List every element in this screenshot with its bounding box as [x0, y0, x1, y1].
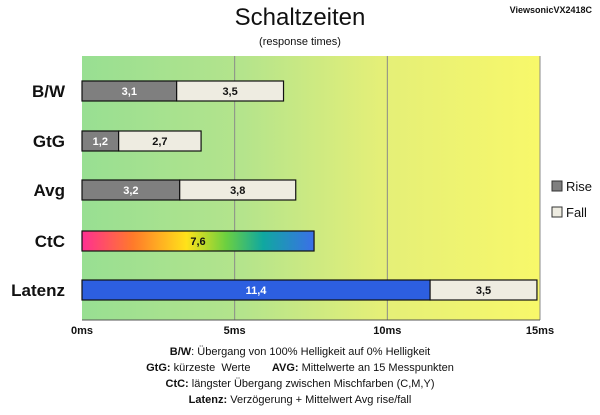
response-time-chart: 3,1 3,5 1,2 2,7 3,2 3,8 7,6 11,4 3,5 B/W GtG Avg Ct… — [11, 56, 592, 337]
bar-segment — [176, 80, 285, 102]
category-label: Avg — [34, 181, 66, 200]
bar-value-label: 1,2 — [93, 136, 108, 148]
x-tick-label: 10ms — [373, 325, 401, 337]
note-term: CtC: — [165, 378, 189, 390]
note-term: AVG: — [271, 362, 299, 374]
legend-label: Rise — [566, 179, 592, 194]
bar-value-label: 7,6 — [190, 236, 205, 248]
x-tick-label: 5ms — [224, 325, 246, 337]
category-label: B/W — [32, 82, 66, 101]
bar-value-label: 3,1 — [122, 86, 137, 98]
note-line: CtC: längster Übergang zwischen Mischfar… — [0, 376, 600, 392]
bar-value-label: 11,4 — [246, 285, 268, 297]
chart-notes: B/W: Übergang von 100% Helligkeit auf 0%… — [0, 344, 600, 408]
note-term: Latenz: — [188, 394, 228, 406]
bar-value-label: 2,7 — [152, 136, 167, 148]
chart-title: Schaltzeiten — [234, 4, 366, 31]
note-text: Verzögerung + Mittelwert Avg rise/fall — [227, 394, 412, 406]
category-label: CtC — [35, 232, 65, 251]
note-text: : Übergang von 100% Helligkeit auf 0% He… — [191, 346, 431, 358]
note-term: B/W — [169, 346, 192, 358]
note-text: längster Übergang zwischen Mischfarben (… — [188, 378, 435, 390]
bar-value-label: 3,5 — [476, 285, 491, 297]
note-line: B/W: Übergang von 100% Helligkeit auf 0%… — [0, 344, 600, 360]
note-line: Latenz: Verzögerung + Mittelwert Avg ris… — [0, 392, 600, 408]
monitor-model-label: ViewsonicVX2418C — [509, 5, 592, 15]
bar-segment — [118, 130, 202, 152]
bar-segment — [429, 279, 538, 301]
bar-value-label: 3,2 — [123, 185, 138, 197]
note-term: GtG: — [146, 362, 171, 374]
legend-swatch — [551, 206, 563, 218]
note-line: GtG: kürzeste Werte AVG: Mittelwerte an … — [0, 360, 600, 376]
category-label: GtG — [33, 132, 65, 151]
x-tick-label: 15ms — [526, 325, 554, 337]
note-text: Mittelwerte an 15 Messpunkten — [298, 362, 454, 374]
x-tick-label: 0ms — [71, 325, 93, 337]
bar-value-label: 3,8 — [230, 185, 245, 197]
bar-segment — [179, 179, 297, 201]
category-label: Latenz — [11, 281, 65, 300]
bar-segment — [81, 230, 315, 252]
bar-value-label: 3,5 — [222, 86, 237, 98]
note-text: kürzeste Werte — [170, 362, 272, 374]
legend-swatch — [551, 180, 563, 192]
legend-label: Fall — [566, 205, 587, 220]
chart-subtitle: (response times) — [259, 36, 341, 48]
